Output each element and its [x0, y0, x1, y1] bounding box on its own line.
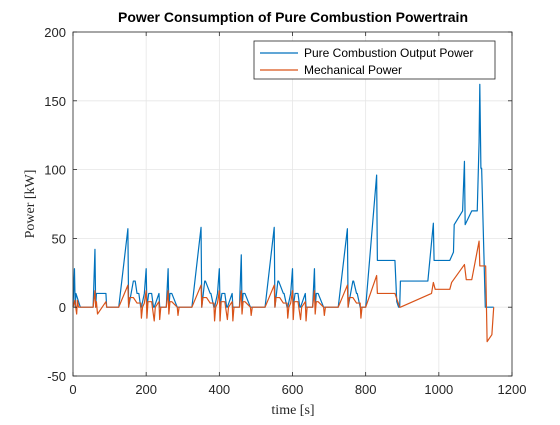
y-tick-label: 200 [44, 25, 66, 40]
x-tick-label: 0 [69, 382, 76, 397]
y-tick-label: 100 [44, 163, 66, 178]
legend: Pure Combustion Output Power Mechanical … [253, 40, 496, 80]
y-axis-label: Power [kW] [23, 170, 38, 239]
legend-box [253, 40, 496, 80]
legend-label-mechanical-power: Mechanical Power [304, 63, 402, 77]
x-tick-label: 1200 [498, 382, 527, 397]
x-tick-label: 200 [135, 382, 157, 397]
y-tick-label: 50 [52, 231, 66, 246]
y-tick-label: 150 [44, 94, 66, 109]
legend-label-output-power: Pure Combustion Output Power [304, 46, 473, 60]
x-tick-label: 800 [355, 382, 377, 397]
x-tick-label: 1000 [424, 382, 453, 397]
x-axis-label: time [s] [271, 403, 314, 418]
x-tick-label: 600 [282, 382, 304, 397]
y-tick-label: 0 [59, 300, 66, 315]
chart-title: Power Consumption of Pure Combustion Pow… [118, 9, 468, 25]
y-tick-label: -50 [47, 369, 66, 384]
x-tick-label: 400 [208, 382, 230, 397]
series-layer [72, 83, 495, 343]
series-line-mechanical-power [72, 240, 495, 343]
